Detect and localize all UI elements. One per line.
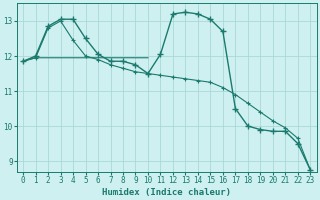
- X-axis label: Humidex (Indice chaleur): Humidex (Indice chaleur): [102, 188, 231, 197]
